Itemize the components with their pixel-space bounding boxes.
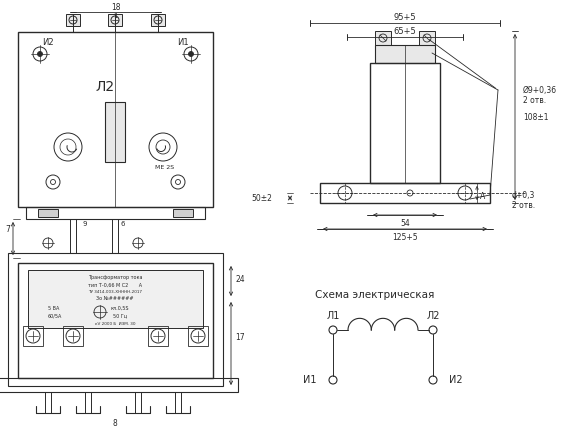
Bar bbox=[375, 45, 435, 63]
Text: И1: И1 bbox=[177, 38, 189, 47]
Text: A: A bbox=[480, 191, 485, 201]
Text: 17: 17 bbox=[235, 334, 245, 342]
Text: 54: 54 bbox=[400, 218, 410, 228]
Bar bbox=[63, 326, 83, 346]
Bar bbox=[18, 32, 213, 207]
Bar bbox=[105, 102, 125, 162]
Bar bbox=[23, 326, 43, 346]
Text: 24: 24 bbox=[235, 276, 245, 284]
Bar bbox=[370, 63, 440, 183]
Text: 5 ВА: 5 ВА bbox=[48, 306, 59, 311]
Text: тип Т-0,66 М С2       А: тип Т-0,66 М С2 А bbox=[88, 283, 142, 288]
Text: 8: 8 bbox=[113, 419, 117, 427]
Text: 1: 1 bbox=[113, 13, 117, 19]
Text: 108±1: 108±1 bbox=[523, 113, 549, 121]
Text: 2 отв.: 2 отв. bbox=[512, 201, 535, 210]
Text: Схема электрическая: Схема электрическая bbox=[316, 290, 434, 300]
Bar bbox=[38, 209, 58, 217]
Bar bbox=[320, 183, 490, 203]
Text: 95+5: 95+5 bbox=[394, 12, 416, 22]
Text: 125+5: 125+5 bbox=[392, 233, 418, 241]
Bar bbox=[375, 31, 391, 45]
Text: Л2: Л2 bbox=[426, 311, 440, 321]
Text: 18: 18 bbox=[111, 3, 120, 12]
Text: кл.0,5S: кл.0,5S bbox=[111, 306, 129, 311]
Text: 9: 9 bbox=[83, 221, 87, 227]
Text: Трансформатор тока: Трансформатор тока bbox=[88, 276, 142, 280]
Bar bbox=[8, 253, 223, 386]
Text: 7: 7 bbox=[5, 225, 10, 233]
Text: ТУ 3414-003-ХНННН-2017: ТУ 3414-003-ХНННН-2017 bbox=[88, 290, 142, 294]
Bar bbox=[0, 378, 238, 392]
Text: кV 2000 Б  ИЗМ. 30: кV 2000 Б ИЗМ. 30 bbox=[95, 322, 135, 326]
Bar bbox=[419, 31, 435, 45]
Text: 60/5А: 60/5А bbox=[48, 314, 63, 319]
Bar bbox=[148, 326, 168, 346]
Bar bbox=[66, 14, 80, 26]
Text: Зо №######: Зо №###### bbox=[96, 296, 134, 302]
Text: 65+5: 65+5 bbox=[394, 27, 416, 35]
Bar bbox=[28, 270, 203, 328]
Text: 2 отв.: 2 отв. bbox=[523, 96, 546, 105]
Bar bbox=[188, 326, 208, 346]
Text: 6: 6 bbox=[121, 221, 125, 227]
Text: 50 Гц: 50 Гц bbox=[113, 314, 127, 319]
Circle shape bbox=[38, 51, 42, 57]
Bar bbox=[18, 263, 213, 378]
Text: И2: И2 bbox=[42, 38, 53, 47]
Text: d+0,3: d+0,3 bbox=[512, 190, 535, 199]
Text: 50±2: 50±2 bbox=[251, 194, 272, 202]
Text: И1: И1 bbox=[303, 375, 317, 385]
Bar bbox=[173, 209, 193, 217]
Text: Ø9+0,36: Ø9+0,36 bbox=[523, 85, 557, 94]
Bar bbox=[26, 207, 205, 219]
Text: Л2: Л2 bbox=[96, 80, 115, 94]
Text: МЕ 2S: МЕ 2S bbox=[155, 164, 175, 170]
Bar bbox=[151, 14, 165, 26]
Circle shape bbox=[188, 51, 194, 57]
Bar bbox=[108, 14, 122, 26]
Text: Л1: Л1 bbox=[327, 311, 340, 321]
Text: И2: И2 bbox=[449, 375, 463, 385]
